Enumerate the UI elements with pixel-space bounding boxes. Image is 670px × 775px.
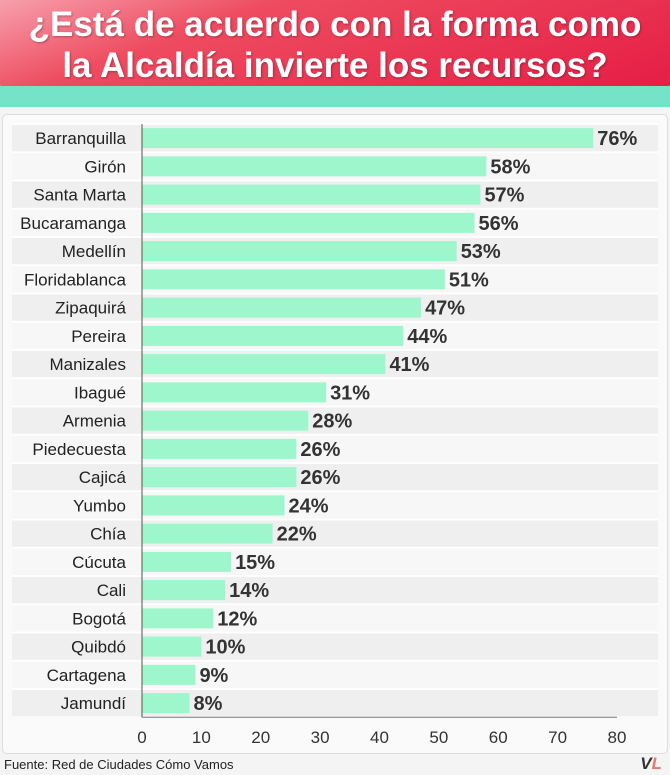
row-band <box>12 548 658 575</box>
bar <box>142 297 422 318</box>
row-band <box>12 492 658 519</box>
bar <box>142 382 327 403</box>
category-label: Cúcuta <box>72 553 126 572</box>
bar <box>142 184 481 205</box>
category-label: Ibagué <box>74 383 126 402</box>
row-band <box>12 577 658 604</box>
data-label: 56% <box>479 213 519 235</box>
x-tick-label: 0 <box>137 728 146 747</box>
category-label: Cajicá <box>79 468 127 487</box>
data-label: 51% <box>449 269 489 291</box>
data-label: 24% <box>289 495 329 517</box>
publisher-logo: VL <box>640 754 662 773</box>
data-label: 44% <box>407 326 447 348</box>
row-band <box>12 661 658 688</box>
bar <box>142 608 214 629</box>
category-label: Santa Marta <box>33 186 126 205</box>
bar <box>142 410 309 431</box>
bar <box>142 325 404 346</box>
category-label: Cali <box>97 581 126 600</box>
bar <box>142 156 487 177</box>
bar <box>142 354 386 375</box>
title-line-1: ¿Está de acuerdo con la forma como <box>28 5 642 44</box>
data-label: 14% <box>229 580 269 602</box>
category-label: Pereira <box>71 327 126 346</box>
row-band <box>12 690 658 717</box>
data-label: 9% <box>199 665 228 687</box>
row-band <box>12 633 658 660</box>
category-label: Zipaquirá <box>55 299 126 318</box>
data-label: 47% <box>425 298 465 320</box>
data-label: 28% <box>312 411 352 433</box>
x-tick-label: 20 <box>251 728 270 747</box>
bar <box>142 551 232 572</box>
data-label: 57% <box>484 185 524 207</box>
row-band <box>12 379 658 406</box>
category-label: Yumbo <box>73 496 126 515</box>
x-tick-label: 40 <box>370 728 389 747</box>
category-label: Floridablanca <box>24 270 127 289</box>
row-band <box>12 407 658 434</box>
data-label: 15% <box>235 552 275 574</box>
category-label: Quibdó <box>71 638 126 657</box>
source-note: Fuente: Red de Ciudades Cómo Vamos <box>4 757 234 772</box>
category-label: Piedecuesta <box>32 440 126 459</box>
title-banner <box>0 0 670 90</box>
title-line-2: la Alcaldía invierte los recursos? <box>62 46 608 85</box>
data-label: 12% <box>217 608 257 630</box>
category-label: Manizales <box>49 355 126 374</box>
data-label: 76% <box>597 128 637 150</box>
row-band <box>12 435 658 462</box>
x-tick-label: 60 <box>489 728 508 747</box>
bar <box>142 241 457 262</box>
bar <box>142 664 196 685</box>
bar <box>142 693 190 714</box>
row-band <box>12 520 658 547</box>
category-label: Bogotá <box>72 609 126 628</box>
bar <box>142 128 594 149</box>
x-tick-label: 70 <box>548 728 567 747</box>
bar <box>142 580 226 601</box>
category-label: Jamundí <box>61 694 126 713</box>
data-label: 41% <box>389 354 429 376</box>
x-tick-label: 80 <box>608 728 627 747</box>
bar <box>142 212 475 233</box>
data-label: 10% <box>205 637 245 659</box>
title-strip <box>0 86 670 107</box>
chart-title: ¿Está de acuerdo con la forma como la Al… <box>0 4 670 86</box>
category-label: Armenia <box>63 412 127 431</box>
category-label: Medellín <box>62 242 126 261</box>
data-label: 58% <box>490 156 530 178</box>
data-label: 26% <box>300 439 340 461</box>
row-band <box>12 605 658 632</box>
bar <box>142 636 202 657</box>
data-label: 31% <box>330 382 370 404</box>
category-label: Bucaramanga <box>20 214 126 233</box>
x-tick-label: 30 <box>311 728 330 747</box>
category-label: Girón <box>84 157 126 176</box>
category-label: Chía <box>90 525 126 544</box>
data-label: 8% <box>194 693 223 715</box>
data-label: 26% <box>300 467 340 489</box>
bar <box>142 523 273 544</box>
data-label: 53% <box>461 241 501 263</box>
x-tick-label: 10 <box>192 728 211 747</box>
data-label: 22% <box>277 524 317 546</box>
bar <box>142 467 297 488</box>
category-label: Barranquilla <box>35 129 126 148</box>
x-tick-label: 50 <box>429 728 448 747</box>
bar <box>142 269 445 290</box>
row-band <box>12 464 658 491</box>
category-label: Cartagena <box>47 666 127 685</box>
bar <box>142 438 297 459</box>
bar <box>142 495 285 516</box>
